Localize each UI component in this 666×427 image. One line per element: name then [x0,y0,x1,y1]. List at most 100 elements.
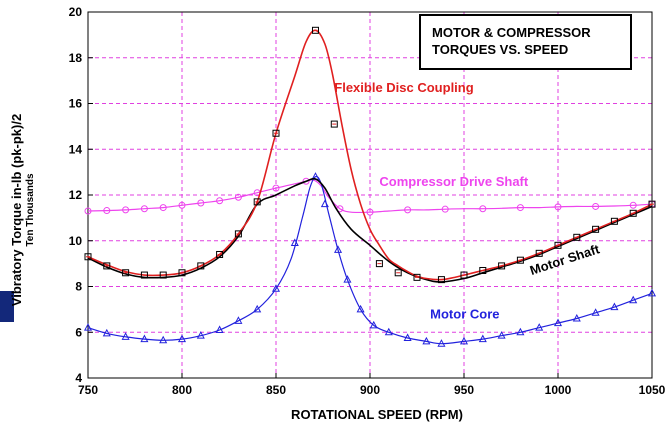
flexible-disc-coupling-point [610,217,618,225]
compressor-drive-shaft-point [197,199,205,207]
motor-core-point [403,333,412,341]
x-axis-label: ROTATIONAL SPEED (RPM) [291,407,463,422]
y-axis-label: Vibratory Torque in-lb (pk-pk)/2 [9,113,24,307]
motor-core-point [253,304,262,313]
motor-core-point [384,327,393,336]
compressor-drive-shaft-point [554,203,562,211]
motor-core-point [478,334,487,343]
flexible-disc-coupling-point [592,225,600,233]
flexible-disc-coupling-point [216,250,224,258]
flexible-disc-coupling-point [479,266,487,274]
compressor-drive-shaft-point [216,197,224,205]
compressor-drive-shaft-point [516,204,524,212]
x-tick-label: 1050 [639,383,666,397]
compressor-drive-shaft-label: Compressor Drive Shaft [379,174,528,189]
flexible-disc-coupling-point [159,271,167,279]
y-tick-label: 8 [75,280,82,294]
motor-core-point [516,327,525,336]
y-tick-label: 10 [69,234,83,248]
y-tick-label: 14 [69,142,83,156]
flexible-disc-coupling-point [648,200,656,208]
compressor-drive-shaft-point [122,206,130,214]
motor-core-point [572,313,581,322]
flexible-disc-coupling-point [498,262,506,270]
y-tick-label: 4 [75,371,82,385]
motor-core-point [215,325,224,333]
motor-core-point [343,275,352,283]
flexible-disc-coupling-point [122,269,130,277]
motor-core-point [177,334,187,343]
motor-core-point [497,331,506,339]
flexible-disc-coupling-line [87,29,653,281]
motor-core-point [629,295,638,304]
flexible-disc-coupling-point [311,26,319,34]
flexible-disc-coupling-point [554,241,562,249]
y-tick-label: 20 [69,5,83,19]
motor-core-point [271,284,281,292]
flexible-disc-coupling-point [629,209,637,217]
x-tick-label: 900 [360,383,380,397]
y-tick-label: 6 [75,325,82,339]
motor-core-point [535,323,544,331]
chart-title-box: MOTOR & COMPRESSOR TORQUES VS. SPEED [419,14,632,70]
compressor-drive-shaft-point [103,207,111,215]
compressor-drive-shaft-point [441,205,449,213]
flexible-disc-coupling-point [413,273,421,281]
flexible-disc-coupling-point [535,249,543,257]
motor-core-point [459,336,469,345]
flexible-disc-coupling-point [103,262,111,270]
flexible-disc-coupling-point [394,269,402,277]
motor-core-point [102,328,111,337]
flexible-disc-coupling-point [84,253,92,261]
flexible-disc-coupling-point [573,233,581,241]
motor-core-point [610,302,619,311]
motor-core-point [356,304,365,313]
compressor-drive-shaft-point [178,201,186,209]
flexible-disc-coupling-label: Flexible Disc Coupling [334,80,473,95]
compressor-drive-shaft-point [404,206,412,214]
flexible-disc-coupling-point [197,262,205,270]
compressor-drive-shaft-point [592,202,600,210]
motor-core-point [196,331,205,339]
compressor-drive-shaft-point [272,184,280,192]
x-tick-label: 950 [454,383,474,397]
y-tick-label: 12 [69,188,83,202]
flexible-disc-coupling-point [140,271,148,279]
motor-core-point [159,335,168,344]
compressor-drive-shaft-point [140,205,148,213]
chart-title-line-1: MOTOR & COMPRESSOR [432,25,591,40]
motor-core-point [121,332,130,340]
compressor-drive-shaft-point [159,204,167,212]
x-tick-label: 800 [172,383,192,397]
motor-core-point [83,323,93,331]
motor-core-point [591,308,600,316]
flexible-disc-coupling-point [253,198,261,206]
motor-core-label: Motor Core [430,307,499,322]
motor-core-point [320,199,329,208]
compressor-drive-shaft-point [234,193,242,201]
y-tick-label: 18 [69,51,83,65]
flexible-disc-coupling-point [234,230,242,238]
flexible-disc-coupling-point [178,269,186,277]
x-tick-label: 1000 [545,383,572,397]
compressor-drive-shaft-line [87,179,653,214]
motor-core-point [334,245,343,253]
compressor-drive-shaft-point [479,205,487,213]
motor-core-point [234,316,243,324]
x-tick-label: 750 [78,383,98,397]
motor-core-point [140,334,149,343]
flexible-disc-coupling-point [516,256,524,264]
motor-core-point [437,339,446,347]
compressor-drive-shaft-point [366,208,374,216]
motor-core-point [422,336,431,345]
y-tick-label: 16 [69,97,83,111]
y-axis-sublabel: Ten Thousands [25,173,36,247]
motor-core-point [369,320,378,329]
motor-core-point [290,238,299,247]
motor-core-point [553,318,563,327]
flexible-disc-coupling-point [330,120,338,128]
chart-title-line-2: TORQUES VS. SPEED [432,42,569,57]
side-tab-marker [0,291,14,322]
x-tick-label: 850 [266,383,286,397]
